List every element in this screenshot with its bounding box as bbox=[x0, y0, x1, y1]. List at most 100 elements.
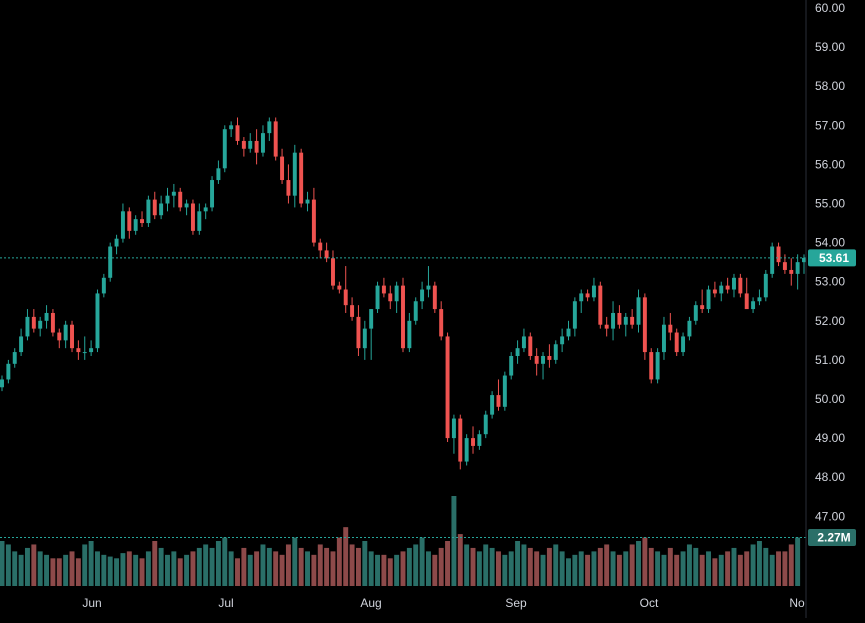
time-axis[interactable]: Jun Jul Aug Sep Oct No bbox=[82, 596, 805, 610]
candle bbox=[591, 277, 596, 302]
volume-bar bbox=[725, 551, 731, 586]
candle-body bbox=[521, 336, 526, 349]
candle bbox=[687, 316, 692, 341]
candle bbox=[260, 125, 265, 157]
candle-body bbox=[579, 293, 584, 302]
candle bbox=[44, 305, 49, 329]
volume-bar bbox=[12, 551, 18, 586]
volume-bar bbox=[190, 551, 196, 586]
candle-body bbox=[706, 289, 711, 310]
candle bbox=[445, 332, 450, 443]
candle-body bbox=[420, 289, 425, 302]
candle-body bbox=[681, 336, 686, 353]
candle bbox=[617, 305, 622, 329]
volume-bar bbox=[776, 551, 782, 586]
candle bbox=[547, 344, 552, 368]
candle-body bbox=[235, 125, 240, 141]
candle bbox=[159, 195, 164, 220]
candle-body bbox=[210, 180, 215, 208]
candle-body bbox=[190, 203, 195, 231]
volume-bar bbox=[394, 554, 400, 586]
candle bbox=[802, 254, 806, 274]
volume-bar bbox=[744, 551, 750, 586]
candle-body bbox=[101, 277, 106, 294]
volume-bar bbox=[107, 556, 113, 586]
price-tick-label: 54.00 bbox=[815, 236, 845, 250]
candle bbox=[343, 266, 348, 313]
candle-body bbox=[216, 168, 221, 181]
volume-bar bbox=[718, 554, 724, 586]
candle-body bbox=[763, 273, 768, 298]
candle bbox=[165, 187, 170, 212]
volume-bar bbox=[24, 547, 30, 586]
price-axis[interactable]: 60.00 59.00 58.00 57.00 56.00 55.00 54.00 53.00… bbox=[815, 1, 845, 523]
volume-bar bbox=[18, 554, 24, 586]
volume-bar bbox=[769, 554, 775, 586]
candle bbox=[642, 293, 647, 360]
candle bbox=[369, 309, 374, 360]
candle bbox=[38, 316, 43, 337]
candle bbox=[337, 281, 342, 294]
volume-bar bbox=[311, 554, 317, 586]
candle bbox=[789, 258, 794, 286]
candle bbox=[515, 340, 520, 364]
candle bbox=[140, 211, 145, 227]
volume-bar bbox=[69, 551, 75, 586]
price-tick-label: 51.00 bbox=[815, 353, 845, 367]
candle-body bbox=[350, 305, 355, 317]
candle-body bbox=[738, 277, 743, 294]
candle bbox=[286, 164, 291, 204]
candle bbox=[521, 328, 526, 353]
candle bbox=[89, 340, 94, 356]
candle-body bbox=[661, 324, 666, 353]
volume-bar bbox=[763, 547, 769, 586]
candle bbox=[356, 305, 361, 356]
volume-bar bbox=[693, 547, 699, 586]
volume-bar bbox=[585, 554, 591, 586]
candle-body bbox=[292, 152, 297, 196]
candle bbox=[623, 312, 628, 337]
volume-bar bbox=[215, 541, 221, 586]
volume-bar bbox=[152, 541, 158, 586]
price-tick-label: 57.00 bbox=[815, 118, 845, 132]
candle-body bbox=[744, 293, 749, 310]
candle bbox=[674, 328, 679, 356]
candle-body bbox=[572, 301, 577, 329]
candle bbox=[324, 242, 329, 263]
volume-bar bbox=[101, 554, 107, 586]
candle bbox=[712, 281, 717, 298]
candle-body bbox=[25, 316, 30, 337]
volume-bar bbox=[254, 551, 260, 586]
volume-bar bbox=[489, 547, 495, 586]
candle-body bbox=[369, 309, 374, 329]
time-tick-label: Sep bbox=[505, 596, 527, 610]
candle bbox=[553, 340, 558, 364]
candle-body bbox=[108, 246, 113, 278]
volume-bar bbox=[464, 544, 470, 586]
time-tick-label: Jul bbox=[218, 596, 233, 610]
volume-bar bbox=[184, 554, 190, 586]
volume-bar bbox=[298, 547, 304, 586]
candle-body bbox=[57, 332, 62, 341]
candle bbox=[598, 281, 603, 329]
candle bbox=[681, 332, 686, 356]
volume-bar bbox=[597, 547, 603, 586]
volume-bar bbox=[362, 541, 368, 586]
candle bbox=[362, 320, 367, 360]
volume-bar bbox=[266, 547, 272, 586]
candle bbox=[451, 414, 456, 454]
candle-body bbox=[553, 344, 558, 360]
candle bbox=[95, 289, 100, 353]
volume-bar bbox=[260, 544, 266, 586]
volume-bar bbox=[470, 547, 476, 586]
volume-bar bbox=[425, 551, 431, 586]
volume-bar bbox=[476, 551, 482, 586]
volume-bar bbox=[508, 551, 514, 586]
candle-body bbox=[337, 285, 342, 290]
volume-bar bbox=[795, 537, 801, 586]
candle bbox=[235, 117, 240, 145]
candle bbox=[267, 117, 272, 141]
volume-bar bbox=[177, 558, 183, 586]
